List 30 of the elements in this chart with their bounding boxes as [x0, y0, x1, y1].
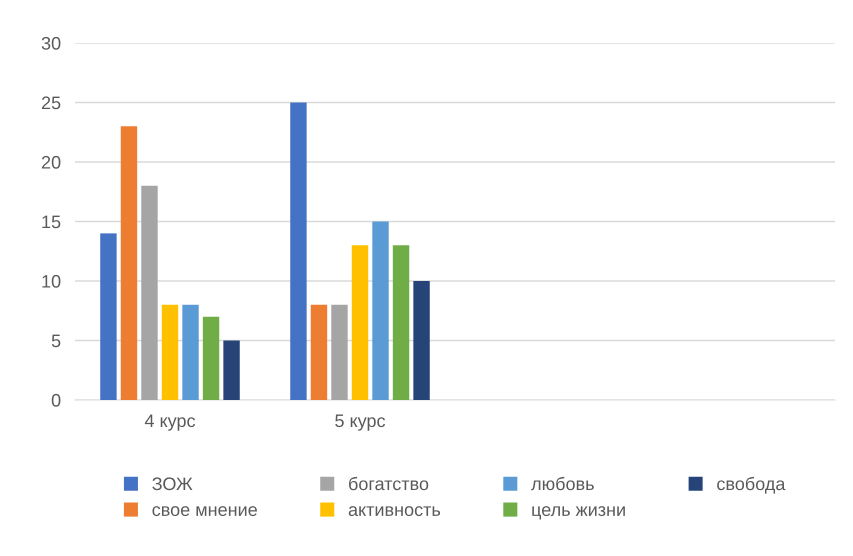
bar: [310, 304, 328, 400]
bar: [290, 102, 307, 400]
bar: [141, 186, 158, 400]
legend-label: свобода: [717, 476, 786, 494]
legend-label: богатство: [349, 476, 428, 490]
bar: [413, 281, 430, 400]
bar: [223, 340, 240, 400]
y-tick-label: 20: [42, 156, 60, 169]
legend-label: любовь: [531, 476, 594, 490]
y-tick-label: 10: [42, 274, 60, 288]
y-tick-label: 0: [52, 394, 60, 407]
bar: [162, 304, 178, 400]
bar: [202, 316, 220, 400]
bar: [182, 304, 199, 400]
x-tick-label: 4 курс: [144, 414, 196, 431]
bar: [331, 304, 348, 400]
bar: [372, 222, 389, 400]
bar: [352, 245, 368, 400]
x-tick-label: 5 курс: [335, 414, 386, 431]
y-tick-label: 25: [42, 96, 60, 110]
y-tick-label: 30: [42, 36, 60, 50]
legend-label: ЗОЖ: [152, 477, 192, 490]
y-tick-label: 5: [52, 334, 60, 348]
legend-label: цель жизни: [532, 506, 625, 520]
bar: [392, 245, 410, 400]
legend-label: активность: [348, 506, 440, 516]
y-tick-label: 15: [42, 216, 60, 228]
bar: [100, 233, 117, 400]
legend-label: свое мнение: [152, 506, 257, 516]
bar: [120, 126, 138, 400]
